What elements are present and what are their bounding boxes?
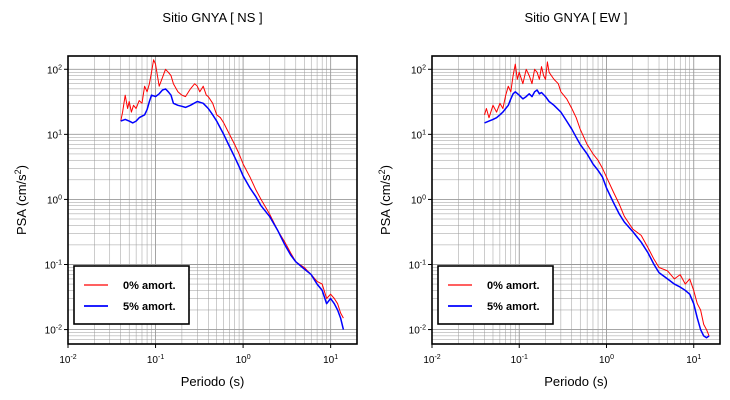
plot-frame [431, 55, 721, 345]
y-tick-label: 10-2 [45, 325, 62, 337]
x-tick-label: 100 [599, 354, 614, 366]
legend-label: 5% amort. [487, 301, 540, 313]
x-tick-label: 10-2 [59, 354, 76, 366]
y-tick-label: 101 [411, 129, 426, 141]
y-tick-label: 100 [411, 194, 426, 206]
x-tick-label: 101 [323, 354, 338, 366]
legend-box [437, 265, 554, 325]
series-line-damping-0 [484, 61, 710, 337]
x-tick-label: 101 [686, 354, 701, 366]
legend-label: 0% amort. [123, 280, 176, 292]
y-axis-label: PSA (cm/s2) [377, 165, 393, 235]
legend-label: 0% amort. [487, 280, 540, 292]
y-tick-label: 10-2 [409, 325, 426, 337]
legend: 0% amort. 5% amort. [73, 265, 190, 325]
x-tick-label: 10-1 [511, 354, 528, 366]
chart-title: Sitio GNYA [ EW ] [524, 10, 627, 25]
y-axis-label: PSA (cm/s2) [13, 165, 29, 235]
x-tick-label: 10-1 [147, 354, 164, 366]
y-tick-label: 10-1 [409, 259, 426, 271]
chart-2: Sitio GNYA [ EW ] 10-2 10-1 100 101 10-2 10-1 1… [377, 10, 721, 389]
y-tick-label: 100 [47, 194, 62, 206]
y-tick-label: 102 [47, 64, 62, 76]
chart-title: Sitio GNYA [ NS ] [162, 10, 262, 25]
x-tick-label: 10-2 [423, 354, 440, 366]
series-line-damping-5 [120, 88, 345, 330]
x-axis-label: Periodo (s) [544, 374, 608, 389]
plot-frame [67, 55, 358, 345]
legend: 0% amort. 5% amort. [437, 265, 554, 325]
y-tick-label: 101 [47, 129, 62, 141]
y-tick-label: 102 [411, 64, 426, 76]
y-tick-label: 10-1 [45, 259, 62, 271]
legend-label: 5% amort. [123, 301, 176, 313]
grid-lines [67, 56, 358, 345]
series-line-damping-5 [484, 89, 710, 339]
legend-box [73, 265, 190, 325]
x-axis-label: Periodo (s) [181, 374, 245, 389]
x-tick-label: 100 [236, 354, 251, 366]
chart-1: Sitio GNYA [ NS ] 10-2 10-1 100 101 10-2 10-1 1… [13, 10, 358, 389]
